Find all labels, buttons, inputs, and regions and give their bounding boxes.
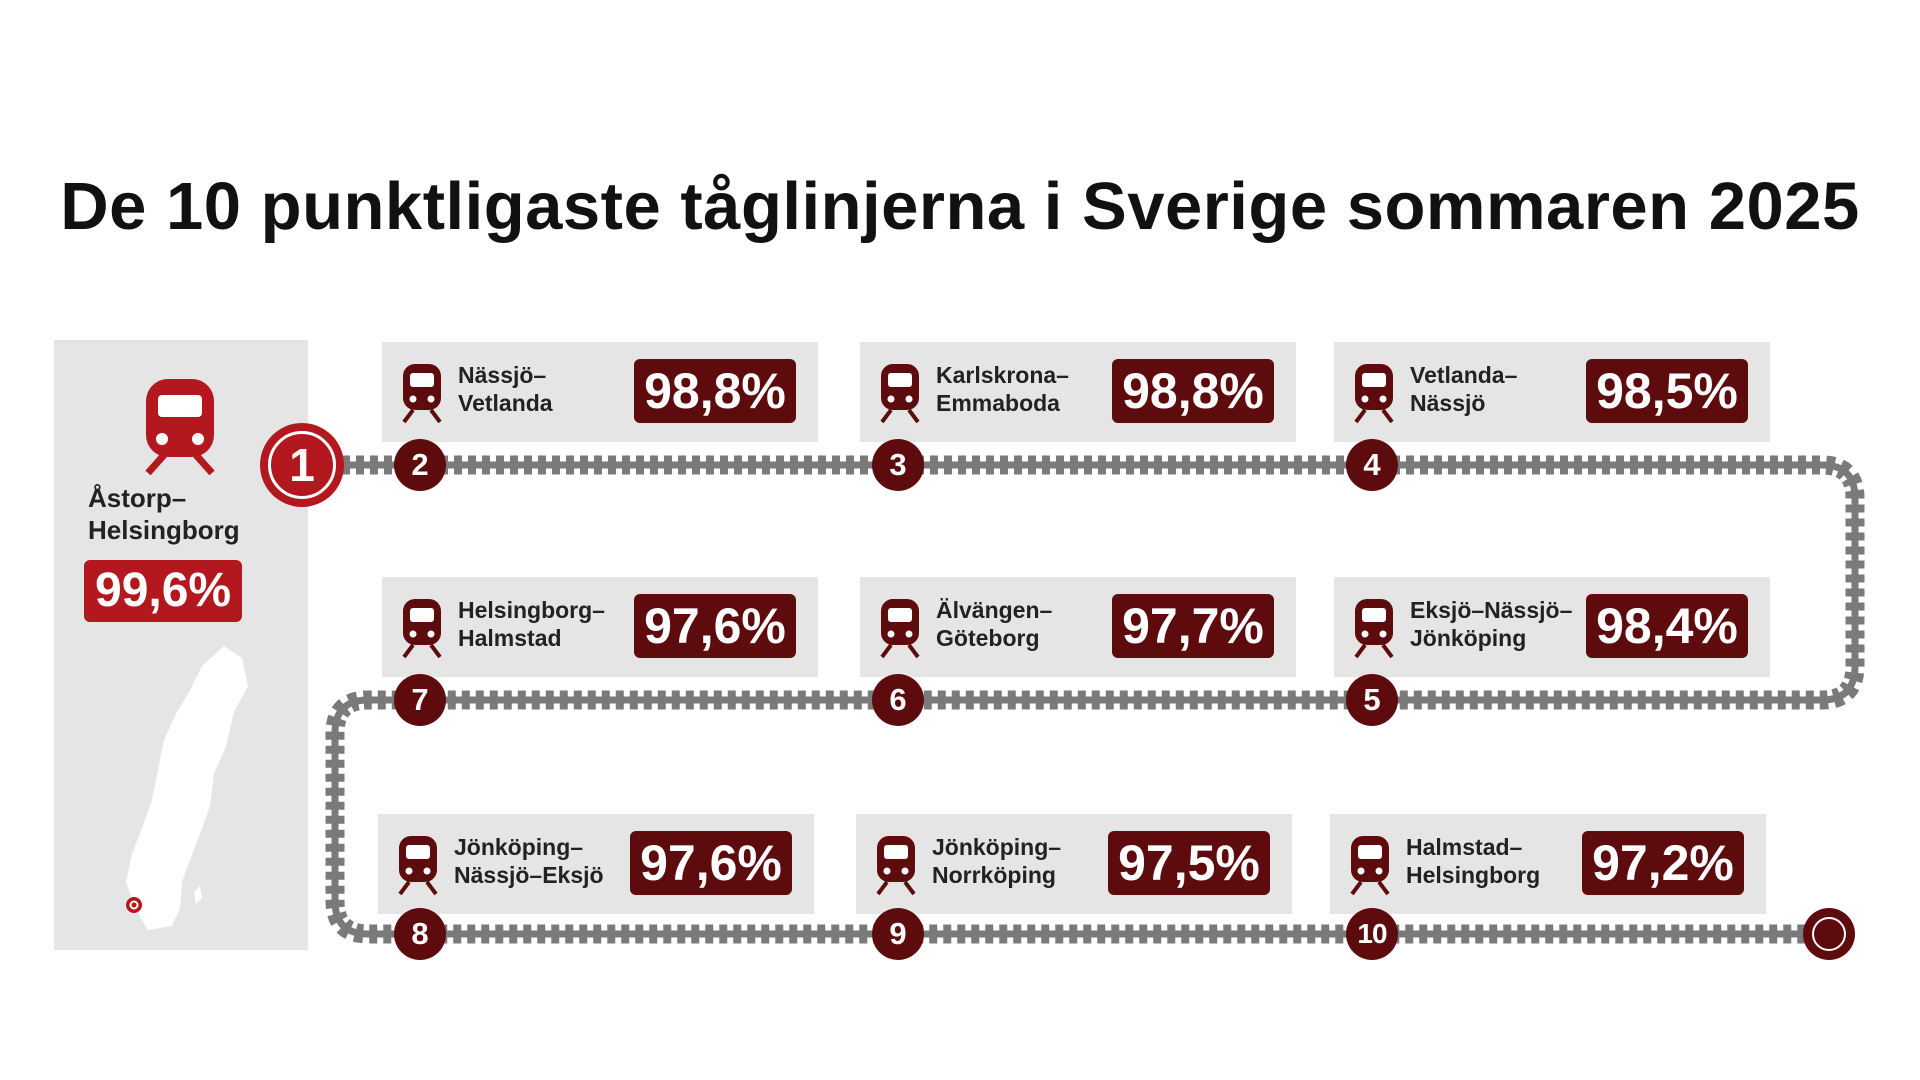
rank-4-marker: 4 [1346, 439, 1398, 491]
infographic-title: De 10 punktligaste tåglinjerna i Sverige… [60, 169, 1860, 244]
train-front-icon [874, 834, 918, 901]
rank-1-number: 1 [289, 439, 315, 491]
rank-8-card: Jönköping– Nässjö–Eksjö 97,6% [378, 814, 814, 914]
train-front-icon [400, 362, 444, 429]
rank-6-marker: 6 [872, 674, 924, 726]
rank-1-line-to: Helsingborg [88, 515, 240, 545]
rank-3-card: Karlskrona– Emmaboda 98,8% [860, 342, 1296, 442]
rank-7-line-to: Halmstad [458, 625, 562, 651]
rank-10-line-from: Halmstad– [1406, 834, 1523, 860]
rank-4-line-name: Vetlanda– Nässjö [1410, 361, 1610, 417]
rank-6-punctuality: 97,7% [1112, 594, 1274, 658]
rank-10-card: Halmstad– Helsingborg 97,2% [1330, 814, 1766, 914]
train-front-icon [400, 597, 444, 664]
rank-1-line-from: Åstorp– [88, 483, 187, 513]
rank-9-card: Jönköping– Norrköping 97,5% [856, 814, 1292, 914]
rank-4-card: Vetlanda– Nässjö 98,5% [1334, 342, 1770, 442]
rank-9-line-to: Norrköping [932, 862, 1056, 888]
rank-8-line-to: Nässjö–Eksjö [454, 862, 604, 888]
rank-4-line-to: Nässjö [1410, 390, 1486, 416]
rank-1-panel: Åstorp– Helsingborg 99,6% [54, 340, 308, 950]
rank-9-line-name: Jönköping– Norrköping [932, 833, 1132, 889]
rank-9-punctuality: 97,5% [1108, 831, 1270, 895]
rank-7-punctuality: 97,6% [634, 594, 796, 658]
rank-2-line-to: Vetlanda [458, 390, 553, 416]
rank-2-line-name: Nässjö– Vetlanda [458, 361, 658, 417]
rank-7-line-from: Helsingborg– [458, 597, 605, 623]
rank-3-marker: 3 [872, 439, 924, 491]
location-dot-icon [126, 897, 142, 913]
rank-3-punctuality: 98,8% [1112, 359, 1274, 423]
rank-2-punctuality: 98,8% [634, 359, 796, 423]
train-front-icon [396, 834, 440, 901]
rank-5-line-to: Jönköping [1410, 625, 1527, 651]
rank-8-marker: 8 [394, 908, 446, 960]
rank-6-card: Älvängen– Göteborg 97,7% [860, 577, 1296, 677]
rank-5-line-from: Eksjö–Nässjö– [1410, 597, 1573, 623]
rank-7-line-name: Helsingborg– Halmstad [458, 596, 658, 652]
track-end-marker [1803, 908, 1855, 960]
rank-3-line-to: Emmaboda [936, 390, 1060, 416]
train-front-icon [878, 362, 922, 429]
rank-3-line-name: Karlskrona– Emmaboda [936, 361, 1136, 417]
rank-5-marker: 5 [1346, 674, 1398, 726]
rank-8-punctuality: 97,6% [630, 831, 792, 895]
rank-3-line-from: Karlskrona– [936, 362, 1069, 388]
rank-8-line-from: Jönköping– [454, 834, 584, 860]
rank-6-line-name: Älvängen– Göteborg [936, 596, 1136, 652]
rank-10-line-to: Helsingborg [1406, 862, 1541, 888]
train-front-icon [1352, 362, 1396, 429]
rank-8-line-name: Jönköping– Nässjö–Eksjö [454, 833, 654, 889]
rank-4-punctuality: 98,5% [1586, 359, 1748, 423]
rank-10-line-name: Halmstad– Helsingborg [1406, 833, 1606, 889]
train-front-icon [140, 375, 220, 480]
train-front-icon [878, 597, 922, 664]
rank-5-punctuality: 98,4% [1586, 594, 1748, 658]
rank-7-card: Helsingborg– Halmstad 97,6% [382, 577, 818, 677]
sweden-map-icon [120, 642, 250, 937]
train-front-icon [1348, 834, 1392, 901]
rank-2-card: Nässjö– Vetlanda 98,8% [382, 342, 818, 442]
rank-6-line-to: Göteborg [936, 625, 1040, 651]
rank-1-line-name: Åstorp– Helsingborg [88, 482, 308, 546]
rank-9-line-from: Jönköping– [932, 834, 1062, 860]
rank-7-marker: 7 [394, 674, 446, 726]
rank-5-card: Eksjö–Nässjö– Jönköping 98,4% [1334, 577, 1770, 677]
rank-2-line-from: Nässjö– [458, 362, 547, 388]
rank-10-marker: 10 [1346, 908, 1398, 960]
rank-2-marker: 2 [394, 439, 446, 491]
rank-9-marker: 9 [872, 908, 924, 960]
rank-5-line-name: Eksjö–Nässjö– Jönköping [1410, 596, 1610, 652]
rank-1-punctuality: 99,6% [84, 560, 243, 622]
rank-1-marker: 1 [260, 423, 344, 507]
rank-4-line-from: Vetlanda– [1410, 362, 1518, 388]
rank-6-line-from: Älvängen– [936, 597, 1053, 623]
train-front-icon [1352, 597, 1396, 664]
rank-10-punctuality: 97,2% [1582, 831, 1744, 895]
